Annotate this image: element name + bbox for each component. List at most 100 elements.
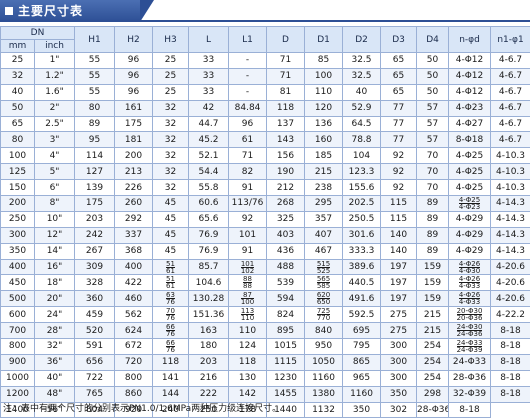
table-cell: 600 (0, 306, 35, 324)
table-cell: 137 (266, 115, 306, 133)
table-row: 900 36" 656 720 118 203 118 1115 1050 865 300 254 24… (0, 353, 530, 371)
table-cell: 4-Φ29 (448, 210, 492, 228)
table-cell: 328 (74, 274, 116, 292)
table-cell: 295 (304, 195, 344, 212)
table-cell: 144 (152, 385, 190, 403)
table-cell: 467 (304, 242, 344, 260)
table-cell: 722 (74, 369, 116, 387)
table-cell: 240 (152, 401, 190, 419)
table-cell: 159 (416, 274, 450, 292)
table-cell: 900 (0, 353, 35, 371)
table-cell: 213 (114, 163, 154, 181)
table-cell: 275 (380, 322, 418, 340)
table-cell: 45 (152, 195, 190, 212)
table-row: 300 12" 242 337 45 76.9 101 403 407 301.6 140 89 4-Φ… (0, 226, 530, 244)
table-cell: 48" (33, 385, 76, 403)
table-cell: 203 (74, 210, 116, 228)
table-row: 200 8" 175 260 45 60.6 113/76 268 295 202.5 115 89 4… (0, 195, 530, 212)
table-cell: 40 (0, 83, 35, 101)
table-cell: 1" (33, 52, 76, 69)
table-cell: 91 (228, 179, 268, 197)
table-row: 40 1.6" 55 96 25 33-81 110 40 65 50 4-Φ12 4-6.7 (0, 83, 530, 101)
table-cell: 89 (416, 195, 450, 212)
table-cell: 950 (304, 338, 344, 355)
table-row: 80 3" 95 181 32 45.2 61 143 160 78.8 77 57 8-Φ18 4-6.… (0, 131, 530, 149)
table-cell: 4-20.6 (490, 290, 530, 308)
col-header: D4 (416, 26, 450, 53)
stacked-value-bottom: 585 (316, 282, 331, 291)
table-cell: 127 (74, 163, 116, 181)
table-cell: 185 (304, 147, 344, 165)
table-cell: 70 (416, 163, 450, 181)
table-cell: 4-Φ27 (448, 115, 492, 133)
table-cell: 562 (114, 306, 154, 324)
table-cell: 300 (380, 353, 418, 371)
table-row: 400 16" 309 400 51 61 85.7 101 102 488 515 525 389.6… (0, 258, 530, 276)
stacked-value-bottom: 110 (240, 314, 255, 323)
col-header: L1 (228, 26, 268, 53)
table-cell: 125 (0, 163, 35, 181)
table-cell: 700 (0, 322, 35, 340)
table-cell: 55 (74, 83, 116, 101)
table-cell: 64.5 (342, 115, 382, 133)
table-cell: 300 (380, 338, 418, 355)
table-cell: 65 (0, 115, 35, 133)
table-cell: 113/76 (228, 195, 268, 212)
table-row: 1200 48" 765 860 144 222 142 1455 1380 1160 350 298… (0, 385, 530, 403)
table-cell: 104.6 (188, 274, 230, 292)
stacked-value-top: 24-Φ33 (456, 338, 483, 347)
table-cell: 4-Φ26 4-Φ30 (448, 258, 492, 276)
table-cell: 71 (266, 52, 306, 69)
table-cell: 2.5" (33, 115, 76, 133)
table-cell: 4-Φ12 (448, 52, 492, 69)
table-cell: 1132 (304, 401, 344, 419)
table-cell: 8-18 (490, 322, 530, 340)
table-cell: 85.7 (188, 258, 230, 276)
table-cell: 50 (0, 99, 35, 117)
table-cell: 8" (33, 195, 76, 212)
table-cell: 24-Φ30 24-Φ36 (448, 322, 492, 340)
table-cell: 92 (380, 163, 418, 181)
table-cell: 50 (416, 83, 450, 101)
table-cell: 44.7 (188, 115, 230, 133)
table-cell: 368 (114, 242, 154, 260)
table-row: 500 20" 360 460 63 76 130.28 87 100 594 620 650 491.… (0, 290, 530, 308)
table-cell: 110 (304, 83, 344, 101)
table-cell: 520 (74, 322, 116, 340)
stacked-value-top: 87 (240, 292, 255, 300)
stacked-value-bottom: 24-Φ36 (456, 330, 483, 339)
table-cell: 4-6.7 (490, 67, 530, 85)
table-cell: 4-6.7 (490, 83, 530, 101)
table-cell: 92 (380, 147, 418, 165)
table-cell: 360 (74, 290, 116, 308)
table-cell: 25 (152, 52, 190, 69)
table-row: 250 10" 203 292 45 65.6 92 325 357 250.5 115 89 4-Φ2… (0, 210, 530, 228)
table-cell: 65.6 (188, 210, 230, 228)
table-cell: 45 (152, 210, 190, 228)
table-cell: 32-Φ39 (448, 385, 492, 403)
table-cell: 5" (33, 163, 76, 181)
table-cell: 222 (188, 385, 230, 403)
table-cell: 250 (0, 210, 35, 228)
table-cell: 20" (33, 290, 76, 308)
table-cell: 400 (0, 258, 35, 276)
table-cell: 175 (74, 195, 116, 212)
table-cell: 459 (74, 306, 116, 324)
table-cell: 130 (228, 369, 268, 387)
table-cell: 143 (266, 131, 306, 149)
table-cell: 52.1 (188, 147, 230, 165)
table-cell: 656 (74, 353, 116, 371)
table-cell: 130.28 (188, 290, 230, 308)
table-cell: 275 (380, 306, 418, 324)
stacked-value-bottom: 102 (240, 266, 255, 275)
table-cell: 65 (380, 83, 418, 101)
table-cell: 4-10.3 (490, 163, 530, 181)
table-cell: 1050 (304, 353, 344, 371)
table-cell: 55 (74, 52, 116, 69)
table-cell: 140 (380, 226, 418, 244)
table-cell: 695 (342, 322, 382, 340)
table-row: 1000 40" 722 800 141 216 130 1230 1160 965 300 254 2… (0, 369, 530, 387)
stacked-value-bottom: 650 (316, 298, 331, 307)
table-cell: 104 (342, 147, 382, 165)
table-row: 65 2.5" 89 175 32 44.7 96 137 136 64.5 77 57 4-Φ27 4-… (0, 115, 530, 133)
